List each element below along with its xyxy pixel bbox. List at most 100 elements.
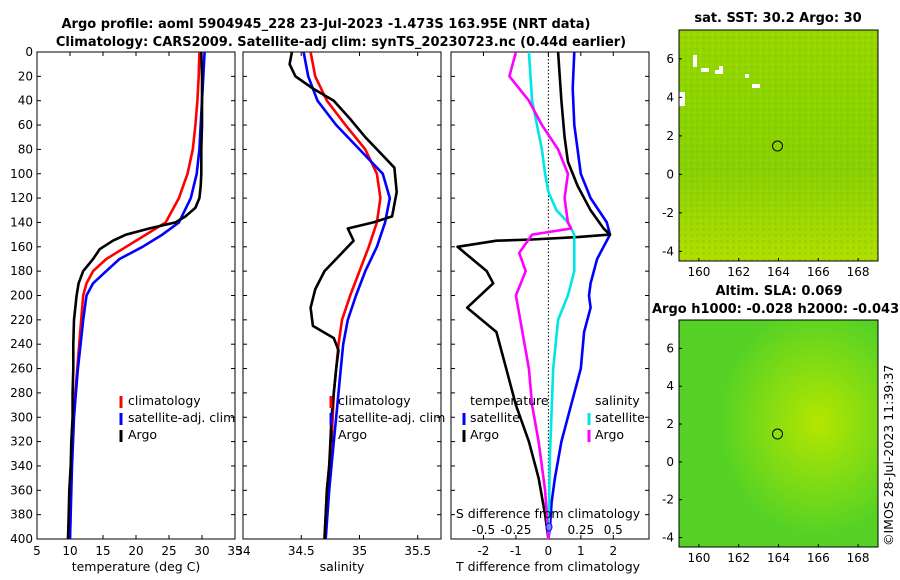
map-y-tick-label: 2 xyxy=(666,417,674,431)
series-line-t-argo xyxy=(456,52,612,539)
temperature-panel: 0 20 40 60 80 100 120 140 160 180 200 220 240 260 280 3… xyxy=(10,45,243,574)
difference-x-ticks: -2 -1 0 1 2 xyxy=(477,52,617,558)
difference-x-label: T difference from climatology xyxy=(455,559,641,574)
salinity-x-label: salinity xyxy=(320,559,365,574)
imos-watermark: ©IMOS 28-Jul-2023 11:39:37 xyxy=(881,365,896,546)
y-tick-label: 140 xyxy=(10,215,33,229)
map-y-tick-label: 0 xyxy=(666,167,674,181)
series-line-satellite-adj-clim xyxy=(302,52,392,539)
legend-label-satellite: satellite-adj. clim xyxy=(128,410,235,425)
x-tick-label: 34 xyxy=(235,544,250,558)
map-y-tick-label: -2 xyxy=(662,493,674,507)
sst-map-ticks: 160 162 164 166 168 6 4 2 0 -2 -4 xyxy=(662,52,870,279)
legend-label-t-satellite: satellite xyxy=(470,410,520,425)
x-tick-label: 2 xyxy=(609,544,617,558)
legend-title-temperature: temperature xyxy=(470,393,549,408)
map-y-tick-label: -4 xyxy=(662,531,674,545)
chart-title-line2: Climatology: CARS2009. Satellite-adj cli… xyxy=(56,35,626,50)
map-x-tick-label: 160 xyxy=(687,265,710,279)
y-tick-label: 400 xyxy=(10,532,33,546)
temperature-x-label: temperature (deg C) xyxy=(72,559,201,574)
map-y-tick-label: -4 xyxy=(662,244,674,258)
sla-map-title-line1: Altim. SLA: 0.069 xyxy=(716,284,843,299)
map-y-tick-label: 6 xyxy=(666,52,674,66)
y-tick-label: 200 xyxy=(10,289,33,303)
map-y-tick-label: 4 xyxy=(666,90,674,104)
x-tick-label: -2 xyxy=(477,544,489,558)
x-tick-label: 5 xyxy=(33,544,41,558)
map-x-tick-label: 166 xyxy=(807,551,830,565)
x-tick-label: 35 xyxy=(227,544,242,558)
salinity-panel: 34 34.5 35 35.5 salinity climatology satell… xyxy=(235,51,445,574)
y-tick-label: 120 xyxy=(10,191,33,205)
x-tick-label: 1 xyxy=(577,544,585,558)
y-tick-label: 280 xyxy=(10,386,33,400)
legend-label-climatology: climatology xyxy=(338,393,411,408)
s-diff-tick-label: 0.5 xyxy=(604,523,623,537)
legend-label-satellite: satellite-adj. clim xyxy=(338,410,445,425)
y-tick-label: 380 xyxy=(10,508,33,522)
x-tick-label: 34.5 xyxy=(288,544,315,558)
y-tick-label: 320 xyxy=(10,435,33,449)
legend-label-s-argo: Argo xyxy=(595,427,624,442)
y-tick-label: 40 xyxy=(18,94,33,108)
difference-y-ticks xyxy=(451,51,649,540)
sla-map-field xyxy=(679,320,878,547)
s-diff-tick-label: -0.25 xyxy=(500,523,531,537)
sla-map-title-line2: Argo h1000: -0.028 h2000: -0.043 xyxy=(652,302,899,317)
x-tick-label: 35.5 xyxy=(404,544,431,558)
temperature-y-ticks: 0 20 40 60 80 100 120 140 160 180 200 220 240 260 280 3… xyxy=(10,45,235,546)
legend-label-argo: Argo xyxy=(128,427,157,442)
salinity-x-ticks: 34 34.5 35 35.5 xyxy=(235,52,431,558)
sla-map-panel: Altim. SLA: 0.069 Argo h1000: -0.028 h20… xyxy=(652,284,899,565)
temperature-legend: climatology satellite-adj. clim Argo xyxy=(119,393,235,442)
difference-legend: temperature satellite Argo salinity sate… xyxy=(462,393,645,442)
series-line-s-argo xyxy=(508,52,573,539)
salinity-y-ticks xyxy=(243,51,441,540)
y-tick-label: 240 xyxy=(10,337,33,351)
map-x-tick-label: 164 xyxy=(767,551,790,565)
map-x-tick-label: 168 xyxy=(847,551,870,565)
y-tick-label: 100 xyxy=(10,167,33,181)
map-y-tick-label: 2 xyxy=(666,129,674,143)
legend-label-t-argo: Argo xyxy=(470,427,499,442)
s-diff-tick-label: -0.5 xyxy=(472,523,495,537)
temperature-axes-frame xyxy=(36,51,236,540)
sla-map-ticks: 160 162 164 166 168 6 4 2 0 -2 -4 xyxy=(662,341,870,565)
temperature-x-ticks: 5 10 15 20 25 30 35 xyxy=(33,52,243,558)
salinity-axes-frame xyxy=(242,51,442,540)
map-x-tick-label: 162 xyxy=(727,265,750,279)
y-tick-label: 0 xyxy=(25,45,33,59)
s-diff-tick-label: 0.25 xyxy=(567,523,594,537)
map-x-tick-label: 162 xyxy=(727,551,750,565)
legend-label-s-satellite: satellite xyxy=(595,410,645,425)
y-tick-label: 80 xyxy=(18,142,33,156)
map-y-tick-label: 0 xyxy=(666,455,674,469)
sst-map-title: sat. SST: 30.2 Argo: 30 xyxy=(694,11,861,26)
series-line-climatology xyxy=(68,52,201,539)
series-line-climatology xyxy=(309,52,382,539)
y-tick-label: 20 xyxy=(18,69,33,83)
sst-map-argo-marker xyxy=(772,140,784,152)
sst-map-panel: sat. SST: 30.2 Argo: 30 160 162 164 166 168 6… xyxy=(662,11,879,279)
map-x-tick-label: 164 xyxy=(767,265,790,279)
x-tick-label: -1 xyxy=(510,544,522,558)
x-tick-label: 15 xyxy=(95,544,110,558)
y-tick-label: 60 xyxy=(18,118,33,132)
map-y-tick-label: 6 xyxy=(666,341,674,355)
y-tick-label: 160 xyxy=(10,240,33,254)
legend-label-climatology: climatology xyxy=(128,393,201,408)
map-x-tick-label: 168 xyxy=(847,265,870,279)
series-line-argo xyxy=(288,52,399,539)
salinity-legend: climatology satellite-adj. clim Argo xyxy=(329,393,445,442)
x-tick-label: 35 xyxy=(352,544,367,558)
y-tick-label: 340 xyxy=(10,459,33,473)
y-tick-label: 180 xyxy=(10,264,33,278)
y-tick-label: 260 xyxy=(10,362,33,376)
x-tick-label: 30 xyxy=(194,544,209,558)
x-tick-label: 20 xyxy=(128,544,143,558)
s-difference-label: S difference from climatology xyxy=(456,506,641,521)
legend-label-argo: Argo xyxy=(338,427,367,442)
sst-map-missing-pixels xyxy=(679,55,760,106)
